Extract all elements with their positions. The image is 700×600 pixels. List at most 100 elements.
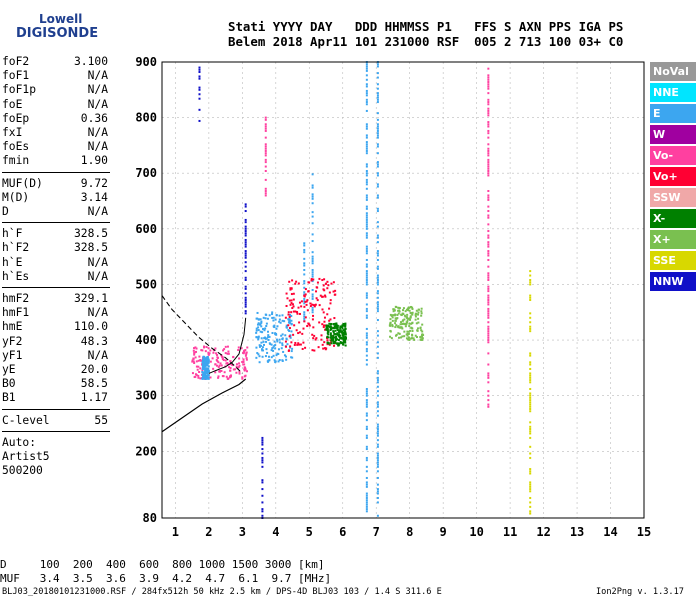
echo-point: [304, 293, 307, 296]
echo-point: [264, 355, 267, 358]
echo-point: [311, 257, 314, 260]
param-row: M(D) 3.14: [2, 191, 108, 205]
echo-point: [365, 149, 368, 152]
param-name: yE: [2, 363, 16, 376]
echo-point: [365, 63, 368, 66]
echo-point: [487, 172, 490, 175]
echo-point: [194, 356, 197, 359]
echo-point: [304, 300, 307, 303]
echo-point: [195, 347, 198, 350]
echo-point: [487, 194, 490, 197]
echo-point: [193, 376, 196, 379]
echo-point: [487, 236, 490, 239]
echo-point: [229, 360, 232, 363]
echo-point: [273, 324, 276, 327]
echo-point: [487, 376, 490, 379]
echo-point: [376, 92, 379, 95]
echo-point: [365, 152, 368, 155]
echo-point: [262, 316, 265, 319]
echo-point: [409, 315, 412, 318]
echo-point: [298, 321, 301, 324]
echo-point: [311, 211, 314, 214]
logo-line-2: DIGISONDE: [16, 26, 99, 41]
echo-point: [256, 311, 259, 314]
echo-point: [324, 347, 327, 350]
echo-point: [220, 369, 223, 372]
echo-point: [244, 366, 247, 369]
echo-point: [406, 313, 409, 316]
echo-point: [262, 327, 265, 330]
echo-point: [365, 359, 368, 362]
echo-point: [487, 234, 490, 237]
echo-point: [298, 331, 301, 334]
echo-point: [365, 134, 368, 137]
echo-point: [311, 275, 314, 278]
echo-point: [296, 343, 299, 346]
echo-point: [397, 309, 400, 312]
echo-point: [391, 325, 394, 328]
echo-point: [278, 359, 281, 362]
echo-point: [279, 321, 282, 324]
echo-point: [230, 374, 233, 377]
echo-point: [232, 356, 235, 359]
echo-point: [282, 350, 285, 353]
echo-point: [198, 371, 201, 374]
echo-point: [244, 221, 247, 224]
param-name: M(D): [2, 190, 30, 204]
echo-point: [327, 342, 330, 345]
echo-point: [316, 281, 319, 284]
echo-point: [336, 338, 339, 341]
echo-point: [376, 330, 379, 333]
param-value: 1.17: [80, 391, 108, 405]
echo-point: [406, 334, 409, 337]
echo-point: [311, 184, 314, 187]
echo-point: [199, 367, 202, 370]
echo-point: [311, 197, 314, 200]
echo-point: [195, 360, 198, 363]
echo-point: [270, 349, 273, 352]
echo-point: [216, 364, 219, 367]
echo-point: [197, 359, 200, 362]
echo-point: [204, 350, 207, 353]
echo-point: [261, 465, 264, 468]
param-name: hmF2: [2, 292, 30, 305]
echo-point: [218, 370, 221, 373]
echo-point: [365, 456, 368, 459]
echo-point: [389, 335, 392, 338]
param-row: 500200: [2, 464, 108, 478]
echo-point: [294, 341, 297, 344]
echo-point: [376, 183, 379, 186]
echo-point: [333, 325, 336, 328]
echo-point: [262, 340, 265, 343]
legend-item-e: E: [650, 104, 696, 123]
echo-point: [264, 127, 267, 130]
echo-point: [365, 227, 368, 230]
echo-point: [408, 317, 411, 320]
echo-point: [395, 324, 398, 327]
echo-point: [303, 320, 306, 323]
echo-point: [198, 108, 201, 111]
echo-point: [394, 317, 397, 320]
echo-point: [342, 331, 345, 334]
echo-point: [487, 290, 490, 293]
echo-point: [325, 328, 328, 331]
echo-point: [311, 202, 314, 205]
echo-point: [244, 254, 247, 257]
echo-point: [529, 325, 532, 328]
param-row: Artist5: [2, 450, 108, 464]
echo-point: [290, 341, 293, 344]
echo-point: [376, 98, 379, 101]
echo-point: [272, 319, 275, 322]
echo-point: [365, 401, 368, 404]
echo-point: [268, 314, 271, 317]
echo-point: [529, 352, 532, 355]
echo-point: [326, 287, 329, 290]
echo-point: [244, 285, 247, 288]
echo-point: [201, 349, 204, 352]
echo-point: [244, 303, 247, 306]
echo-point: [198, 88, 201, 91]
echo-point: [344, 330, 347, 333]
echo-point: [415, 336, 418, 339]
echo-point: [529, 387, 532, 390]
echo-point: [192, 357, 195, 360]
